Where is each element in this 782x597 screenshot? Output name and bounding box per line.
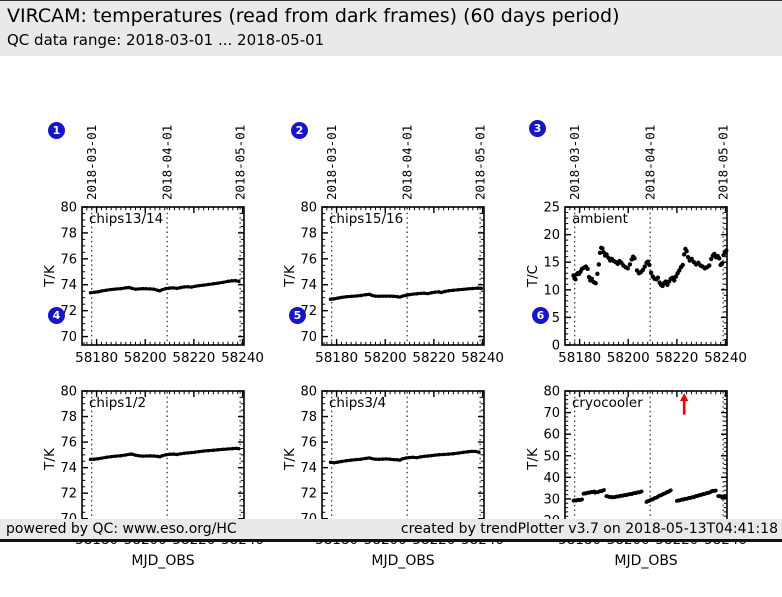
y-tick-label: 80 [60,385,77,400]
x-axis-label: MJD_OBS [614,553,677,569]
plot-frame [564,206,728,346]
series-ambient [571,245,729,289]
plot-frame [81,390,245,528]
y-tick-label: 76 [60,252,77,267]
x-tick-label: 58220 [412,350,455,366]
y-tick-label: 0 [552,339,560,354]
top-date-label: 2018-04-01 [643,125,658,200]
x-tick-label: 58240 [461,350,504,366]
y-tick-label: 74 [60,278,77,293]
y-tick-label: 25 [543,201,560,216]
y-axis-label: T/C [525,265,541,288]
x-tick-label: 58220 [655,350,698,366]
y-tick-label: 30 [543,492,560,507]
top-date-label: 2018-05-01 [233,125,248,200]
top-date-label: 2018-03-01 [84,125,99,200]
y-tick-label: 20 [543,228,560,243]
series-chips13-14 [88,278,241,295]
x-tick-label: 58200 [364,350,407,366]
y-tick-label: 72 [300,487,317,502]
x-tick-label: 58240 [221,350,264,366]
panel-badge-5[interactable]: 5 [289,307,306,324]
y-axis-label: T/K [282,447,298,471]
x-axis-label: MJD_OBS [131,553,194,569]
x-tick-label: 58180 [315,350,358,366]
y-axis-label: T/K [525,447,541,471]
y-tick-label: 76 [300,436,317,451]
panel-series-label: chips13/14 [89,211,163,227]
series-chips3-4 [328,449,481,465]
panel-series-label: cryocooler [572,395,643,411]
top-date-label: 2018-03-01 [567,125,582,200]
y-tick-label: 76 [60,436,77,451]
x-tick-label: 58200 [607,350,650,366]
y-tick-label: 74 [300,278,317,293]
y-tick-label: 72 [60,487,77,502]
plots-region: 2018-03-01 2018-04-01 2018-05-01 58180 58200… [0,55,782,569]
y-tick-label: 70 [543,406,560,421]
footer-created-by: created by trendPlotter v3.7 on 2018-05-… [400,521,778,537]
panel-series-label: chips1/2 [89,395,146,411]
y-tick-label: 80 [300,201,317,216]
panel-badge-6[interactable]: 6 [532,307,549,324]
page-title: VIRCAM: temperatures (read from dark fra… [7,5,620,27]
y-tick-label: 40 [543,471,560,486]
panel-series-label: chips3/4 [329,395,386,411]
x-axis-label: MJD_OBS [371,553,434,569]
y-tick-label: 80 [300,385,317,400]
qc-data-range: QC data range: 2018-03-01 ... 2018-05-01 [7,31,325,49]
y-axis-label: T/K [282,264,298,288]
page-header: VIRCAM: temperatures (read from dark fra… [0,0,782,56]
plot-frame [564,390,728,528]
panel-series-label: chips15/16 [329,211,403,227]
top-date-label: 2018-05-01 [473,125,488,200]
y-axis-label: T/K [42,447,58,471]
panel-badge-2[interactable]: 2 [291,122,308,139]
series-chips1-2 [88,446,241,462]
footer-qc-link[interactable]: powered by QC: www.eso.org/HC [6,521,237,537]
plot-frame [321,206,485,346]
y-tick-label: 60 [543,428,560,443]
x-tick-label: 58200 [124,350,167,366]
page: { "header": { "title": "VIRCAM: temperat… [0,0,782,569]
x-tick-label: 58180 [75,350,118,366]
y-tick-label: 80 [60,201,77,216]
plot-panel-1-chips13-14: 2018-03-01 2018-04-01 2018-05-01 58180 58200… [42,125,264,366]
panel-badge-1[interactable]: 1 [48,122,65,139]
panel-badge-4[interactable]: 4 [48,307,65,324]
top-date-label: 2018-03-01 [324,125,339,200]
y-tick-label: 50 [543,449,560,464]
x-tick-label: 58240 [704,350,747,366]
plot-frame [81,206,245,346]
top-date-label: 2018-05-01 [716,125,731,200]
y-tick-label: 5 [552,311,560,326]
y-tick-label: 80 [543,385,560,400]
x-tick-label: 58180 [558,350,601,366]
y-tick-label: 10 [543,283,560,298]
y-axis-label: T/K [42,264,58,288]
x-tick-label: 58220 [172,350,215,366]
y-tick-label: 78 [60,226,77,241]
series-cryocooler [571,488,728,504]
top-date-label: 2018-04-01 [160,125,175,200]
alert-arrow-icon [679,393,689,415]
plot-panel-3-ambient: 2018-03-01 2018-04-01 2018-05-01 58180 58200… [525,125,747,366]
top-date-label: 2018-04-01 [400,125,415,200]
y-tick-label: 78 [60,410,77,425]
series-chips15-16 [328,286,484,301]
y-tick-label: 74 [300,461,317,476]
page-footer: powered by QC: www.eso.org/HC created by… [0,519,782,542]
y-tick-label: 70 [300,330,317,345]
y-tick-label: 70 [60,330,77,345]
panel-badge-3[interactable]: 3 [529,120,546,137]
y-tick-label: 78 [300,226,317,241]
plot-panel-2-chips15-16: 2018-03-01 2018-04-01 2018-05-01 58180 58200… [282,125,504,366]
y-tick-label: 76 [300,252,317,267]
y-tick-label: 74 [60,461,77,476]
y-tick-label: 15 [543,256,560,271]
y-tick-label: 78 [300,410,317,425]
plots-canvas: 2018-03-01 2018-04-01 2018-05-01 58180 58200… [42,125,747,569]
panel-series-label: ambient [572,211,628,227]
